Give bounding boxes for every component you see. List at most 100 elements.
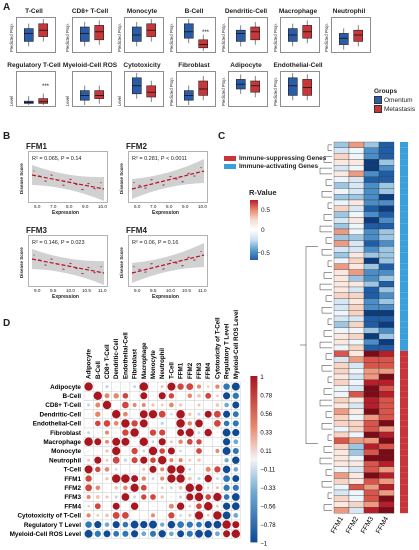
correlation-dot [179, 514, 182, 517]
regression-line [131, 254, 205, 274]
correlation-dot [151, 440, 155, 444]
correlation-dot [130, 483, 139, 492]
correlation-dot [124, 505, 127, 508]
correlation-dot [197, 393, 201, 398]
boxplot-tile: Dendritic-Cell Predicted Prop. [221, 8, 274, 53]
correlation-dot [151, 513, 155, 518]
correlation-dot [133, 394, 136, 397]
boxplot-title: B-Cell [184, 8, 204, 15]
scatter-point [88, 267, 90, 269]
boxplot-svg [176, 71, 216, 107]
correlation-dot [140, 456, 148, 464]
matrix-row-label: FFM4 [64, 503, 81, 510]
gene-type-bar [400, 449, 408, 456]
gene-type-bar [400, 281, 408, 287]
correlation-dot [196, 503, 202, 510]
correlation-dot [149, 520, 157, 529]
correlation-dot [216, 504, 219, 508]
suppressing-swatch [224, 156, 236, 161]
gene-type-bar [400, 368, 408, 374]
colorbar-tick: 0.11 [260, 449, 272, 455]
scatter-point [94, 272, 96, 274]
boxplot-svg [176, 17, 216, 53]
groups-legend-title: Groups [374, 88, 398, 95]
gene-type-bar [400, 385, 408, 392]
matrix-row-label: FFM3 [64, 494, 81, 501]
correlation-dot [113, 421, 119, 426]
correlation-dot [94, 503, 101, 510]
gene-type-bar [400, 397, 408, 403]
correlation-dot [122, 521, 129, 528]
gene-type-bar [400, 432, 408, 438]
correlation-dot [131, 447, 138, 455]
correlation-dot [123, 458, 128, 462]
correlation-dot [140, 520, 148, 529]
p-value: P < 0.0011 [160, 156, 188, 162]
correlation-dot [114, 468, 118, 471]
boxplot-tile: Myeloid-Cell ROS Level [63, 62, 118, 107]
gene-type-bar [400, 287, 408, 293]
p-value: P = 0.16 [157, 240, 179, 246]
correlation-dot [158, 410, 166, 418]
correlation-dot [86, 513, 91, 518]
correlation-dot [115, 385, 118, 388]
matrix-col-label: Macrophage [141, 342, 148, 379]
x-tick-label: 8.0 [66, 204, 73, 209]
gene-type-bar [400, 350, 408, 357]
correlation-dot [104, 393, 110, 399]
metastasis-box [198, 80, 209, 96]
legend-label-suppressing: Immune-suppressing Genes [239, 155, 327, 162]
plot-frame [228, 71, 268, 107]
correlation-dot [215, 486, 219, 490]
correlation-dot [179, 449, 182, 453]
correlation-dot [222, 511, 231, 520]
correlation-dot [123, 485, 128, 491]
correlation-dot [176, 465, 185, 474]
correlation-dot [160, 476, 165, 481]
correlation-dot [213, 520, 222, 529]
correlation-dot [205, 466, 211, 472]
plot-frame [28, 151, 108, 203]
correlation-dot [216, 431, 219, 434]
gene-type-bar [400, 327, 408, 334]
correlation-dot [216, 394, 219, 398]
rvalue-tick-neg: −0.5 [257, 250, 270, 257]
correlation-dot [204, 428, 212, 437]
correlation-dot [112, 456, 120, 464]
correlation-dot [151, 477, 155, 480]
correlation-dot [87, 394, 90, 397]
metastasis-box [38, 98, 49, 104]
correlation-dot [160, 385, 164, 389]
correlation-dot [207, 486, 210, 489]
correlation-dot [84, 465, 93, 474]
correlation-dot [139, 382, 149, 391]
correlation-dot [197, 477, 201, 481]
correlation-dot [205, 494, 212, 500]
correlation-dot [150, 494, 156, 500]
correlation-dot [161, 514, 164, 517]
scatter-point [188, 172, 190, 174]
correlation-dot [186, 493, 194, 501]
gene-type-bar [400, 414, 408, 421]
scatter-point [63, 184, 65, 186]
correlation-dot [158, 530, 166, 538]
correlation-dot [167, 465, 176, 474]
correlation-dot [103, 420, 111, 427]
scatter-point [70, 262, 72, 265]
correlation-dot [214, 466, 221, 473]
scatter-point [45, 180, 47, 182]
correlation-dot [139, 410, 148, 419]
correlation-dot [186, 521, 193, 528]
boxplot-title: Adipocyte [230, 62, 262, 69]
correlation-dot [160, 522, 165, 527]
correlation-dot [213, 410, 221, 418]
matrix-row-label: Monocyte [51, 448, 81, 455]
correlation-dot [142, 467, 146, 471]
boxplot-tile: Cytotoxicity Level [117, 62, 170, 107]
gene-type-bar [400, 321, 408, 328]
boxplot-svg [16, 17, 56, 53]
correlation-dot [115, 431, 118, 434]
colorbar-tick: −0.33 [260, 486, 276, 492]
gene-type-bar [400, 484, 408, 490]
scatter-point [176, 178, 178, 180]
